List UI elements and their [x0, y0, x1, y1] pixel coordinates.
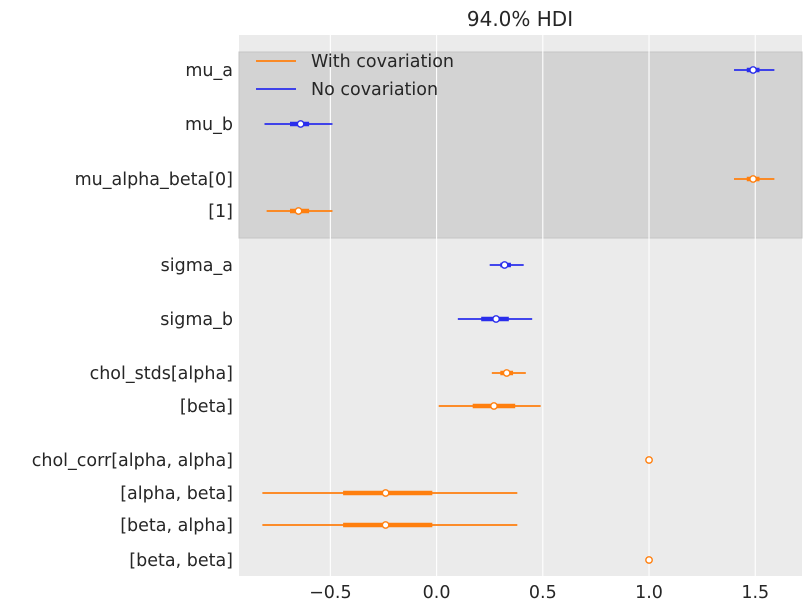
row-label-alpha-beta: [alpha, beta]: [120, 484, 233, 504]
median-point: [381, 521, 390, 529]
median-point: [749, 66, 758, 74]
median-point: [492, 315, 500, 323]
hdi-sigma-b: [457, 315, 533, 323]
hdi-chol-stds-alpha: [491, 369, 526, 377]
row-label-1: [1]: [208, 202, 233, 222]
x-tick-label: 1.5: [741, 583, 769, 603]
median-point: [381, 489, 390, 497]
hdi-sigma-a: [489, 261, 524, 269]
hdi-mu-a: [734, 66, 775, 74]
hdi-mu-alpha-beta-0: [734, 175, 775, 183]
legend-label-no-covariation: No covariation: [311, 80, 438, 100]
hdi-beta: [438, 402, 541, 410]
row-label-sigma-b: sigma_b: [160, 310, 233, 330]
median-point: [490, 402, 498, 410]
hdi-beta-alpha: [262, 521, 518, 529]
row-label-chol-stds-alpha: chol_stds[alpha]: [90, 364, 233, 384]
highlight-band: [238, 51, 803, 239]
row-label-beta-beta: [beta, beta]: [129, 551, 233, 571]
median-point: [645, 556, 653, 564]
row-label-mu-alpha-beta-0: mu_alpha_beta[0]: [75, 170, 233, 190]
row-label-beta-alpha: [beta, alpha]: [120, 516, 233, 536]
legend-label-with-covariation: With covariation: [311, 52, 454, 72]
median-point: [749, 175, 758, 183]
row-label-mu-b: mu_b: [185, 115, 233, 135]
row-label-mu-a: mu_a: [185, 61, 233, 81]
x-tick-label: 0.5: [529, 583, 557, 603]
median-point: [502, 369, 511, 377]
row-label-chol-corr-alpha-alpha: chol_corr[alpha, alpha]: [32, 451, 233, 471]
x-tick-label: 1.0: [635, 583, 663, 603]
legend: With covariation No covariation: [256, 52, 454, 100]
x-tick-label: 0.0: [423, 583, 451, 603]
row-label-sigma-a: sigma_a: [161, 256, 233, 276]
median-point: [645, 456, 653, 464]
chart-title: 94.0% HDI: [467, 7, 573, 31]
hdi-mu-b: [264, 120, 333, 128]
hdi-beta-beta: [645, 556, 653, 564]
row-label-beta: [beta]: [180, 397, 233, 417]
hdi-alpha-beta: [262, 489, 518, 497]
x-tick-label: −0.5: [309, 583, 352, 603]
hdi-chol-corr-alpha-alpha: [645, 456, 653, 464]
hdi-1: [266, 207, 333, 215]
median-point: [500, 261, 509, 269]
median-point: [294, 207, 303, 215]
median-point: [296, 120, 305, 128]
